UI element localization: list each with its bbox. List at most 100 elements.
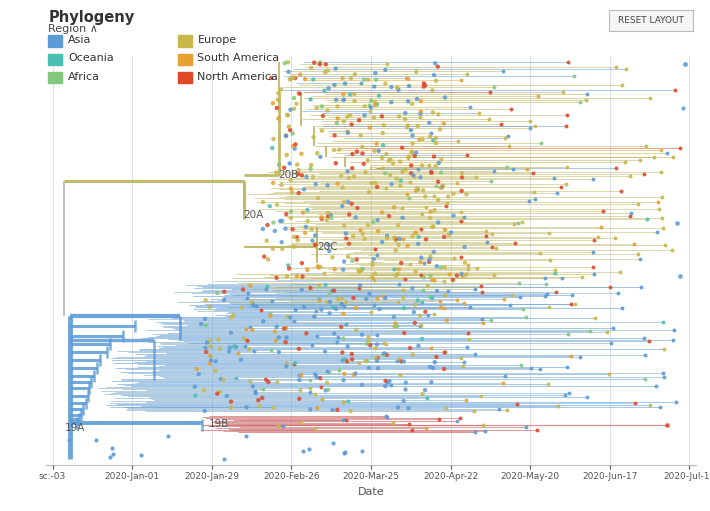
Point: [521, 165, 532, 173]
Point: [423, 258, 435, 266]
Text: Europe: Europe: [197, 35, 236, 45]
Point: [392, 357, 403, 365]
Point: [432, 196, 444, 204]
Point: [462, 262, 474, 270]
Point: [628, 240, 639, 248]
Point: [305, 96, 316, 104]
Point: [415, 271, 427, 280]
Point: [391, 175, 402, 183]
Point: [359, 76, 370, 84]
Point: [429, 358, 440, 366]
Point: [439, 263, 450, 271]
Point: [353, 266, 364, 274]
Point: [268, 135, 279, 143]
Point: [366, 308, 377, 316]
Point: [457, 173, 468, 181]
Point: [433, 159, 444, 167]
Point: [343, 174, 354, 182]
Point: [520, 423, 532, 431]
Point: [493, 405, 505, 413]
Point: [284, 75, 295, 83]
Point: [461, 151, 472, 159]
Point: [421, 393, 432, 402]
Point: [378, 338, 389, 346]
Point: [285, 214, 297, 222]
Point: [481, 238, 493, 246]
Point: [398, 329, 410, 337]
Point: [507, 291, 518, 299]
Point: [534, 365, 545, 373]
Point: [389, 234, 400, 242]
Point: [428, 152, 439, 160]
Point: [657, 214, 668, 222]
Point: [616, 304, 627, 312]
Point: [459, 243, 470, 251]
Point: [294, 89, 305, 98]
Point: [329, 287, 340, 295]
Point: [580, 96, 591, 104]
Point: [380, 169, 391, 177]
Point: [535, 139, 547, 147]
Point: [362, 221, 373, 229]
Point: [410, 68, 422, 76]
Point: [529, 122, 540, 130]
Point: [398, 304, 410, 312]
Point: [263, 378, 274, 386]
Point: [604, 370, 615, 378]
Point: [389, 322, 400, 331]
Point: [671, 219, 682, 227]
Point: [438, 277, 449, 286]
Point: [337, 202, 348, 210]
Point: [509, 239, 520, 247]
Point: [513, 219, 524, 227]
Point: [315, 58, 326, 66]
Point: [244, 322, 256, 331]
Point: [666, 246, 677, 254]
Point: [356, 447, 367, 455]
Point: [424, 161, 435, 169]
Point: [428, 248, 439, 256]
Point: [261, 237, 273, 245]
Point: [246, 298, 258, 306]
Point: [288, 74, 299, 82]
Point: [616, 81, 628, 89]
Point: [363, 333, 374, 341]
Point: [476, 288, 488, 296]
Point: [425, 129, 437, 137]
Point: [410, 228, 422, 237]
Point: [396, 204, 408, 212]
Point: [327, 287, 338, 295]
Point: [668, 326, 679, 334]
Point: [315, 263, 326, 271]
Point: [559, 390, 571, 399]
Point: [193, 370, 204, 378]
Point: [275, 217, 286, 225]
Point: [313, 295, 324, 304]
Point: [371, 331, 383, 339]
Point: [459, 259, 471, 267]
Point: [271, 274, 282, 282]
Point: [506, 105, 517, 113]
Point: [324, 290, 335, 298]
Point: [447, 276, 459, 284]
Point: [300, 223, 312, 231]
Point: [378, 121, 389, 129]
Point: [435, 304, 447, 312]
Point: [315, 383, 327, 391]
Point: [679, 60, 691, 68]
Point: [337, 183, 349, 192]
Point: [445, 228, 457, 237]
Point: [391, 271, 402, 280]
Point: [386, 98, 397, 106]
Point: [295, 386, 306, 394]
Point: [225, 403, 236, 411]
Point: [556, 183, 567, 191]
Point: [339, 448, 350, 456]
Point: [285, 184, 297, 193]
Point: [365, 341, 376, 350]
Point: [212, 289, 223, 297]
Point: [371, 251, 382, 260]
Point: [332, 102, 343, 110]
Point: [607, 323, 618, 332]
Point: [674, 144, 686, 152]
